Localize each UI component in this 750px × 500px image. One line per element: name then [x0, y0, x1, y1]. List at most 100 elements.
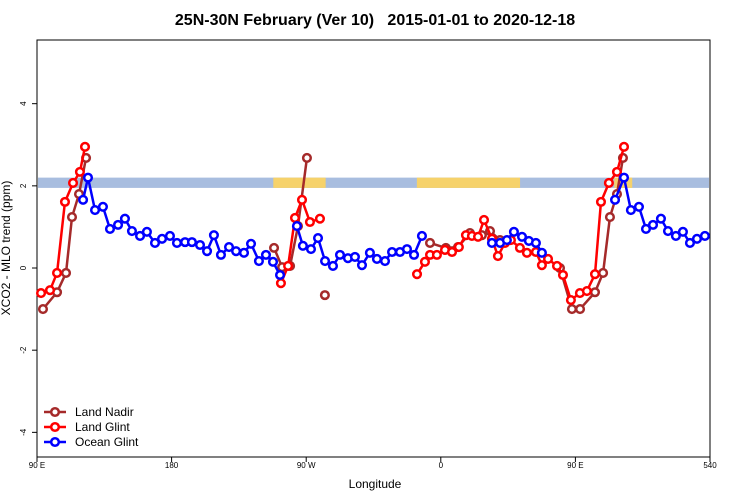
point	[551, 260, 563, 272]
plot-frame	[36, 39, 711, 458]
point	[677, 226, 688, 237]
point	[327, 260, 339, 272]
y-tick-label: 2	[19, 183, 28, 188]
point	[516, 231, 528, 242]
point	[508, 226, 519, 237]
point	[557, 269, 569, 281]
point	[66, 212, 78, 223]
x-tick-label: 90 W	[297, 461, 316, 470]
point	[478, 214, 490, 225]
point	[215, 249, 227, 260]
point	[231, 246, 242, 257]
point	[401, 244, 413, 255]
point	[416, 230, 428, 242]
point	[566, 304, 578, 315]
point	[565, 295, 576, 306]
point	[74, 166, 85, 177]
y-tick-label: -2	[19, 346, 28, 354]
point	[691, 233, 703, 244]
point	[514, 242, 525, 253]
point	[267, 256, 279, 267]
point	[647, 219, 659, 230]
point	[301, 152, 312, 163]
x-axis-label: Longitude	[349, 477, 402, 491]
point	[297, 240, 308, 251]
point	[78, 194, 89, 205]
point	[670, 230, 681, 242]
point	[589, 287, 601, 298]
point	[349, 251, 361, 262]
x-tick-label: 90 E	[567, 461, 583, 470]
point	[37, 304, 49, 315]
y-tick-label: 4	[19, 101, 28, 106]
point	[530, 237, 541, 249]
point	[640, 223, 652, 235]
point	[371, 253, 382, 265]
point	[598, 267, 609, 278]
point	[312, 232, 324, 244]
series-line	[81, 176, 706, 276]
point	[633, 201, 645, 212]
point	[260, 249, 272, 260]
point	[536, 247, 547, 258]
point	[245, 238, 257, 249]
point	[134, 230, 146, 242]
point	[604, 212, 615, 223]
point	[51, 267, 63, 278]
point	[574, 304, 586, 315]
x-tick-label: 0	[439, 461, 444, 470]
point	[296, 194, 308, 205]
point	[611, 166, 623, 177]
legend-label: Land Nadir	[75, 405, 134, 419]
point	[364, 247, 375, 258]
point	[274, 269, 286, 281]
point	[618, 141, 630, 152]
point	[67, 177, 79, 189]
point	[275, 278, 286, 289]
point	[334, 249, 346, 260]
x-tick-label: 540	[703, 461, 717, 470]
point	[699, 230, 710, 242]
point	[319, 255, 331, 267]
point	[684, 237, 696, 249]
point	[419, 256, 430, 267]
point	[126, 225, 138, 237]
band-highlight	[416, 177, 521, 188]
point	[59, 196, 71, 207]
point	[201, 246, 213, 257]
legend-label: Ocean Glint	[75, 435, 139, 449]
point	[104, 223, 116, 235]
point	[662, 225, 674, 237]
point	[386, 246, 398, 258]
point	[379, 255, 391, 267]
point	[44, 285, 56, 296]
y-tick-label: 0	[19, 265, 28, 270]
legend-label: Land Glint	[75, 420, 130, 434]
point	[446, 246, 458, 258]
point	[501, 235, 512, 246]
point	[156, 233, 168, 244]
point	[253, 255, 264, 267]
point	[79, 141, 91, 152]
point	[609, 194, 621, 205]
point	[536, 260, 547, 271]
point	[453, 242, 464, 253]
legend-marker	[49, 436, 61, 448]
point	[424, 237, 436, 249]
point	[119, 213, 130, 224]
point	[149, 237, 161, 249]
point	[164, 230, 176, 242]
chart-title: 25N-30N February (Ver 10) 2015-01-01 to …	[175, 12, 575, 29]
point	[194, 239, 206, 251]
point	[408, 249, 420, 260]
point	[208, 230, 219, 241]
point	[655, 213, 666, 224]
point	[305, 244, 317, 255]
point	[431, 249, 442, 260]
point	[411, 269, 423, 280]
point	[186, 237, 197, 248]
band-highlight	[273, 177, 326, 188]
point	[625, 205, 636, 216]
point	[492, 251, 503, 262]
